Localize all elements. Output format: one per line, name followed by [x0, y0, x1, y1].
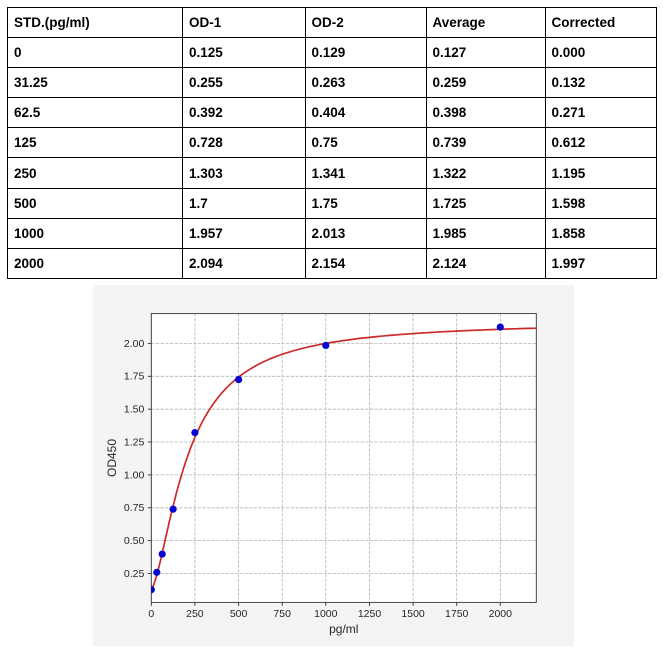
- svg-text:1750: 1750: [445, 608, 469, 620]
- svg-text:1.25: 1.25: [124, 436, 145, 448]
- svg-text:OD450: OD450: [105, 439, 119, 477]
- svg-text:1000: 1000: [314, 608, 338, 620]
- svg-text:1.00: 1.00: [124, 469, 145, 481]
- svg-text:1.75: 1.75: [124, 371, 145, 383]
- svg-text:1.50: 1.50: [124, 404, 145, 416]
- svg-text:pg/ml: pg/ml: [329, 622, 358, 636]
- svg-text:500: 500: [230, 608, 248, 620]
- svg-text:2000: 2000: [489, 608, 513, 620]
- svg-text:250: 250: [186, 608, 204, 620]
- svg-text:1500: 1500: [401, 608, 425, 620]
- svg-text:1250: 1250: [358, 608, 382, 620]
- svg-text:750: 750: [273, 608, 291, 620]
- svg-text:2.00: 2.00: [124, 338, 145, 350]
- svg-text:0: 0: [148, 608, 154, 620]
- svg-text:0.25: 0.25: [124, 568, 145, 580]
- svg-text:0.50: 0.50: [124, 535, 145, 547]
- svg-text:0.75: 0.75: [124, 502, 145, 514]
